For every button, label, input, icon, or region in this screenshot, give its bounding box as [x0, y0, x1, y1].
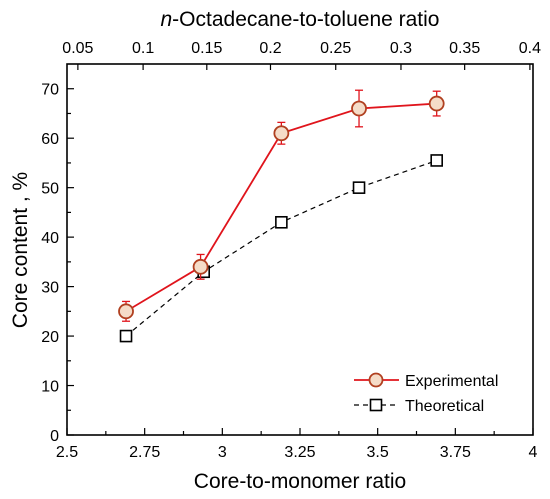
series-layer [118, 89, 445, 343]
y-tick-label: 20 [41, 329, 59, 346]
legend-theoretical-label: Theoretical [405, 398, 484, 415]
experimental-point [118, 303, 134, 320]
legend-theoretical-marker [369, 398, 383, 412]
experimental-point [428, 95, 445, 112]
top-axis-title-rest: -Octadecane-to-toluene ratio [172, 8, 439, 31]
x-tick-label: 3 [218, 444, 227, 461]
top-axis-title: n-Octadecane-to-toluene ratio [160, 8, 439, 31]
legend-experimental-marker [368, 372, 384, 388]
legend-experimental-label: Experimental [405, 373, 498, 390]
top-tick-label: 0.25 [320, 40, 351, 57]
x-tick-label: 3.25 [284, 444, 315, 461]
x-tick-label: 4 [529, 444, 538, 461]
experimental-point [351, 100, 367, 117]
theoretical-point [430, 154, 443, 167]
experimental-point [273, 125, 290, 142]
theoretical-line [125, 159, 437, 337]
y-tick-label: 60 [41, 131, 59, 148]
top-tick-label: 0.4 [519, 40, 541, 57]
top-tick-label: 0.05 [62, 40, 93, 57]
y-tick-label: 30 [41, 280, 59, 297]
y-tick-label: 70 [41, 82, 59, 99]
top-axis-title-italic: n [160, 8, 172, 31]
theoretical-point [119, 329, 133, 343]
y-tick-label: 10 [41, 379, 59, 396]
experimental-point [192, 258, 209, 275]
top-tick-label: 0.15 [191, 40, 222, 57]
top-tick-label: 0.1 [132, 40, 154, 57]
x-tick-label: 2.75 [129, 444, 160, 461]
top-tick-label: 0.2 [259, 40, 281, 57]
x-tick-label: 3.5 [367, 444, 389, 461]
top-tick-label: 0.3 [390, 40, 412, 57]
y-tick-label: 0 [50, 428, 59, 445]
top-tick-label: 0.35 [449, 40, 480, 57]
x-tick-label: 3.75 [440, 444, 471, 461]
x-axis-title: Core-to-monomer ratio [194, 470, 406, 493]
x-tick-label: 2.5 [56, 444, 78, 461]
legend: Experimental Theoretical [354, 372, 498, 415]
theoretical-point [352, 181, 366, 194]
y-tick-label: 50 [41, 181, 59, 198]
theoretical-point [275, 215, 288, 229]
y-axis-title: Core content , % [9, 172, 32, 328]
y-tick-label: 40 [41, 230, 59, 247]
